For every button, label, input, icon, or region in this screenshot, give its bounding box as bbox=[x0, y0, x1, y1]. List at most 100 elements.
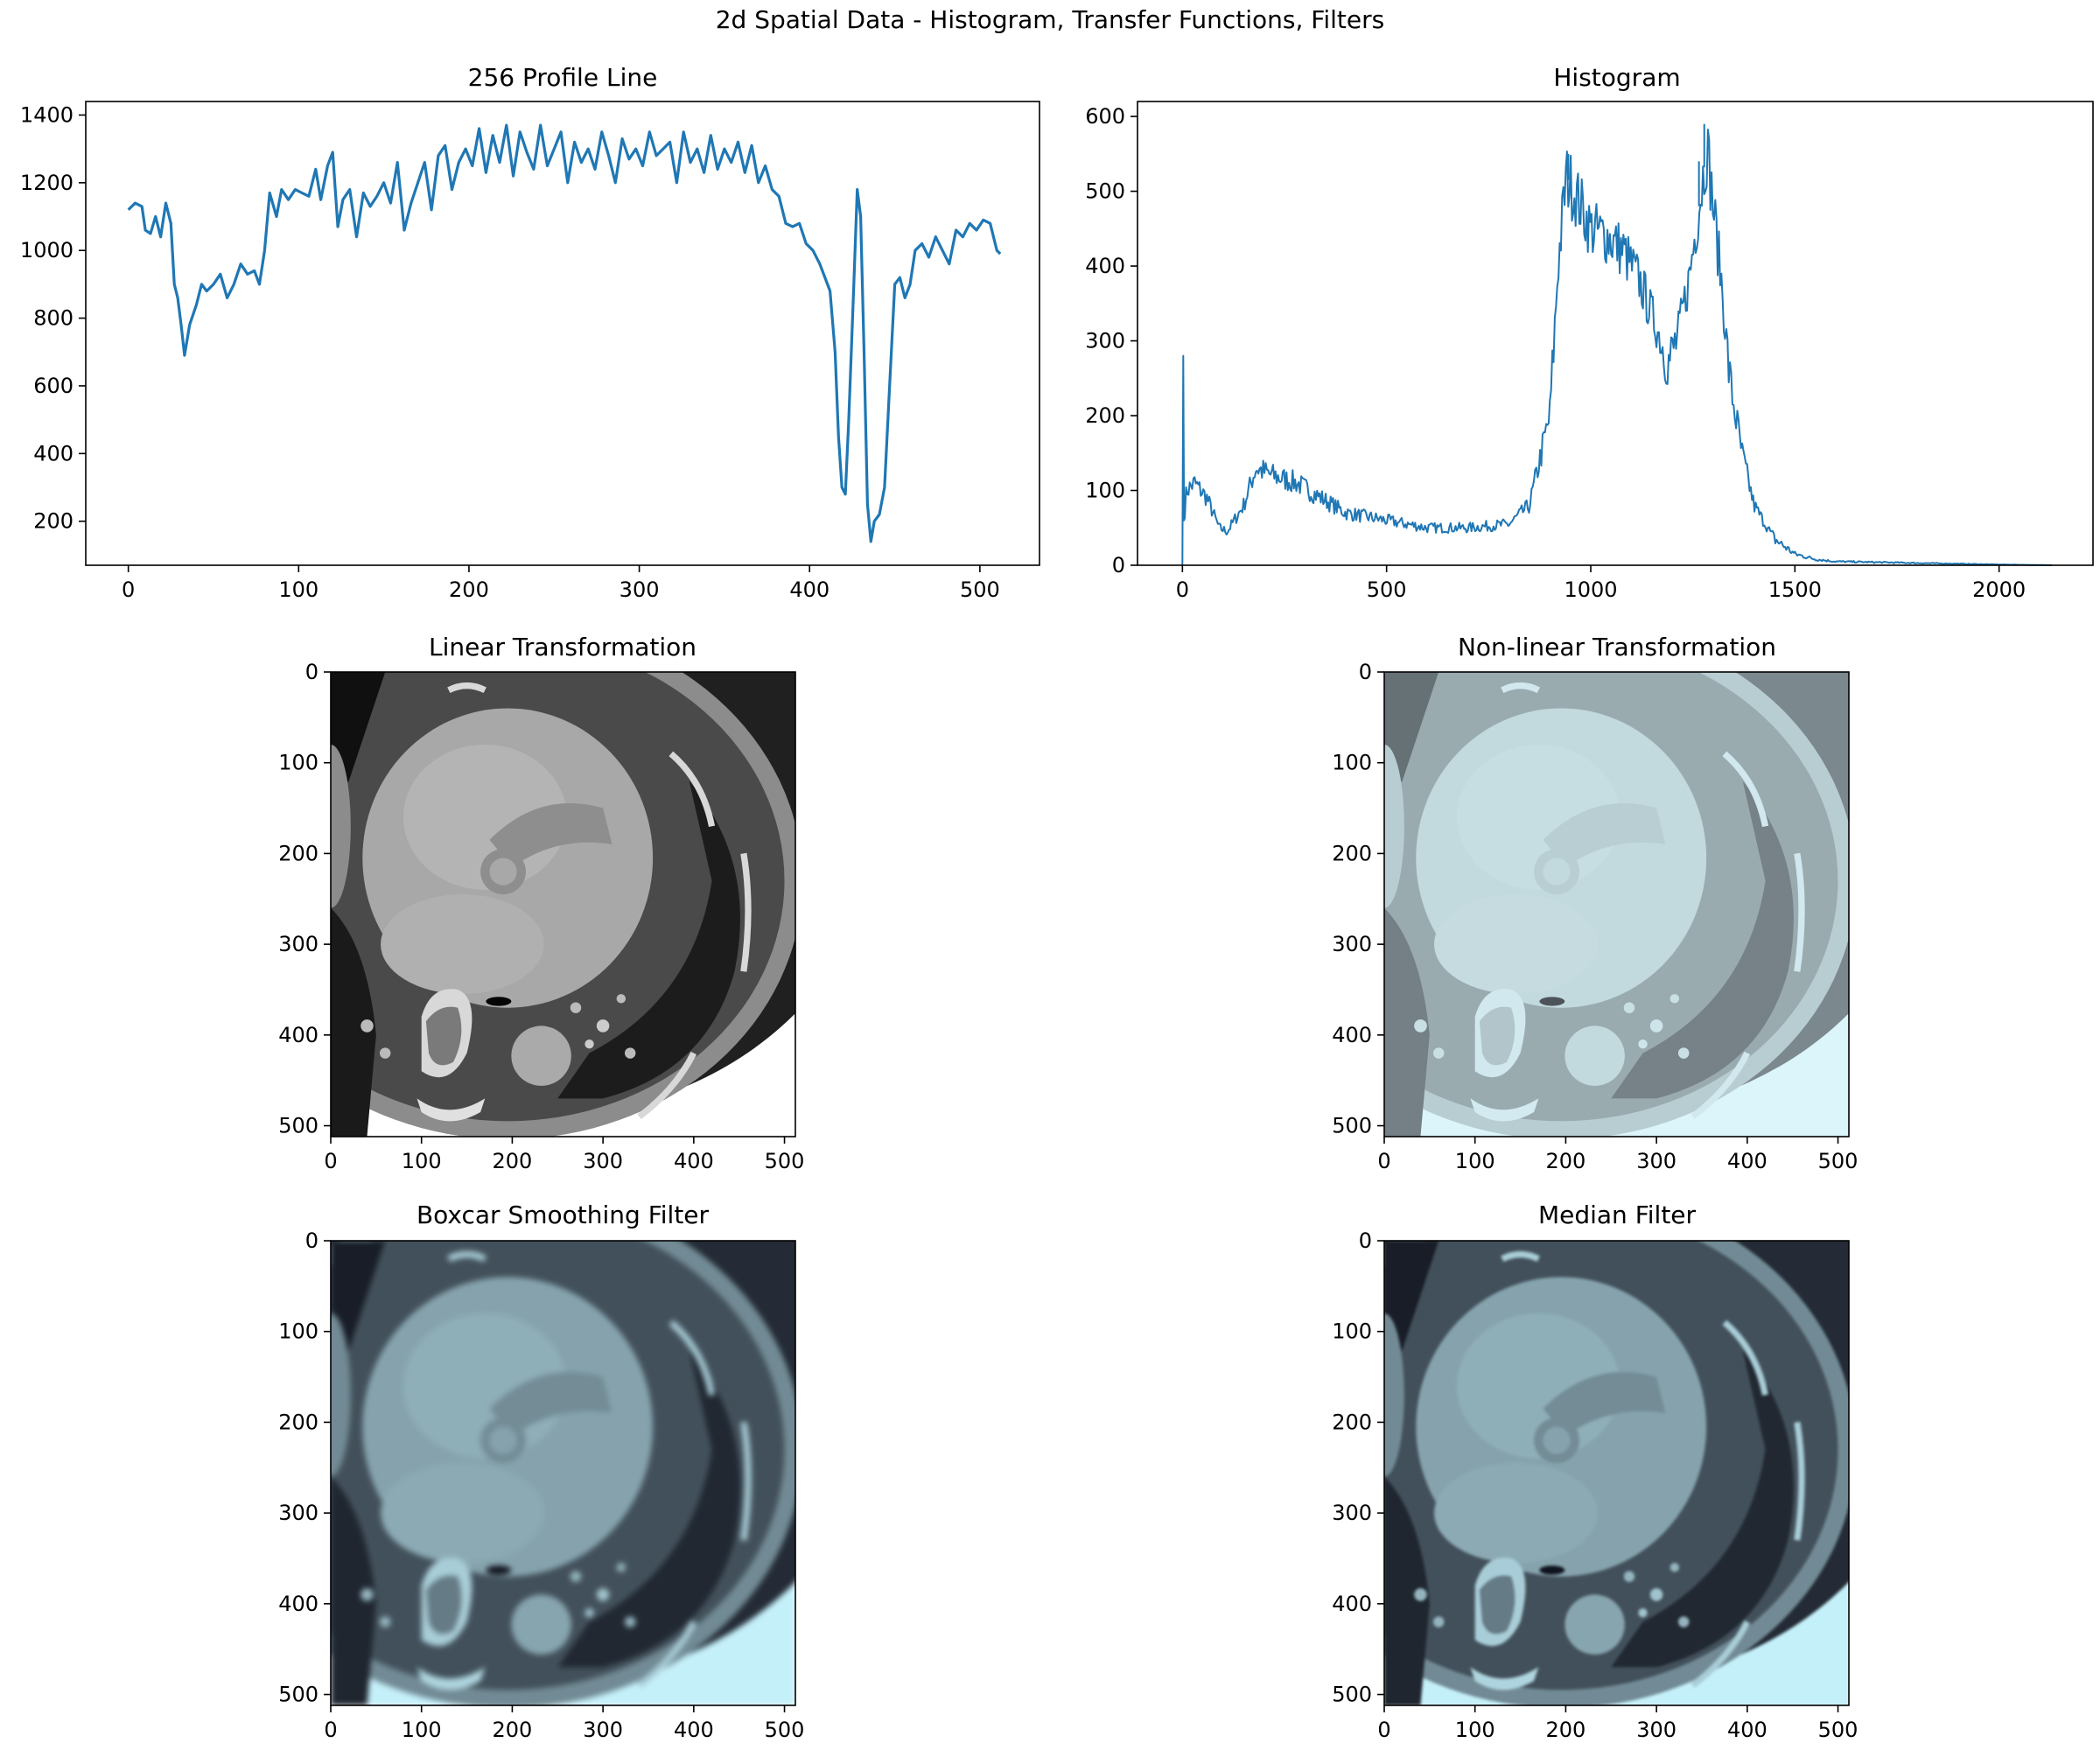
linear-ytick-label: 200 bbox=[278, 841, 318, 865]
histogram-ytick-label: 500 bbox=[1085, 179, 1125, 204]
linear-ytick-label: 100 bbox=[278, 751, 318, 775]
median-frame bbox=[1383, 1240, 1850, 1706]
nonlinear-xtick-label: 100 bbox=[1455, 1149, 1495, 1173]
histogram-ytick-label: 0 bbox=[1112, 553, 1125, 578]
histogram-ytick-label: 200 bbox=[1085, 403, 1125, 428]
linear-ytick-label: 0 bbox=[305, 660, 318, 684]
profile-ytick-label: 200 bbox=[33, 509, 74, 534]
nonlinear-ytick-label: 0 bbox=[1359, 660, 1372, 684]
boxcar-xtick-label: 300 bbox=[583, 1718, 623, 1742]
boxcar-title: Boxcar Smoothing Filter bbox=[416, 1200, 710, 1229]
boxcar-xtick-label: 400 bbox=[674, 1718, 714, 1742]
boxcar-xtick-label: 0 bbox=[324, 1718, 337, 1742]
profile-title: 256 Profile Line bbox=[468, 63, 658, 92]
boxcar-xtick-label: 200 bbox=[493, 1718, 533, 1742]
linear-xtick-label: 100 bbox=[402, 1149, 442, 1173]
boxcar-ytick-label: 300 bbox=[278, 1501, 318, 1525]
histogram-series-line bbox=[1181, 129, 2053, 566]
linear-frame bbox=[330, 671, 796, 1138]
linear-xtick-label: 200 bbox=[493, 1149, 533, 1173]
histogram-xtick-label: 2000 bbox=[1972, 578, 2026, 602]
profile-xtick-label: 0 bbox=[122, 578, 135, 602]
median-panel: Median Filter 0 100 200 300 400 5000100200300… bbox=[1332, 1200, 1858, 1742]
median-xtick-label: 300 bbox=[1636, 1718, 1676, 1742]
histogram-title: Histogram bbox=[1553, 63, 1680, 92]
linear-panel: Linear Transformation 0 100 200 300 400 50001… bbox=[278, 633, 804, 1173]
nonlinear-xtick-label: 200 bbox=[1546, 1149, 1586, 1173]
profile-xtick-label: 400 bbox=[789, 578, 830, 602]
nonlinear-ytick-label: 500 bbox=[1332, 1114, 1372, 1138]
nonlinear-title: Non-linear Transformation bbox=[1458, 633, 1776, 662]
boxcar-ytick-label: 100 bbox=[278, 1320, 318, 1344]
profile-ytick-label: 800 bbox=[33, 306, 74, 331]
linear-xtick-label: 500 bbox=[765, 1149, 805, 1173]
profile-xtick-label: 100 bbox=[278, 578, 318, 602]
median-ytick-label: 100 bbox=[1332, 1320, 1372, 1344]
nonlinear-ytick-label: 200 bbox=[1332, 841, 1372, 865]
histogram-ticks: 0 500 1000 1500 2000 0 100 200 300 400 500 600 bbox=[1085, 104, 2026, 602]
nonlinear-panel: Non-linear Transformation 0 100 200 300 400 5… bbox=[1332, 633, 1858, 1173]
linear-ytick-label: 300 bbox=[278, 932, 318, 956]
linear-xtick-label: 400 bbox=[674, 1149, 714, 1173]
boxcar-ytick-label: 200 bbox=[278, 1410, 318, 1434]
boxcar-xtick-label: 100 bbox=[402, 1718, 442, 1742]
profile-ticks: 0 100 200 300 400 500 200 400 600 800 1000 1200 1400 bbox=[20, 102, 1000, 602]
linear-xtick-label: 0 bbox=[324, 1149, 337, 1173]
histogram-ytick-label: 600 bbox=[1085, 104, 1125, 129]
linear-ytick-label: 500 bbox=[278, 1114, 318, 1138]
median-xtick-label: 500 bbox=[1818, 1718, 1858, 1742]
profile-ytick-label: 1400 bbox=[20, 102, 74, 127]
median-ytick-label: 400 bbox=[1332, 1592, 1372, 1616]
profile-frame bbox=[85, 101, 1040, 566]
boxcar-ytick-label: 500 bbox=[278, 1683, 318, 1707]
median-xtick-label: 400 bbox=[1727, 1718, 1768, 1742]
profile-panel: 256 Profile Line 0 100 200 300 400 500 200 400 6… bbox=[20, 63, 1040, 602]
profile-xtick-label: 200 bbox=[449, 578, 489, 602]
nonlinear-ytick-label: 300 bbox=[1332, 932, 1372, 956]
boxcar-ytick-label: 400 bbox=[278, 1592, 318, 1616]
median-xtick-label: 100 bbox=[1455, 1718, 1495, 1742]
boxcar-xtick-label: 500 bbox=[765, 1718, 805, 1742]
boxcar-ytick-label: 0 bbox=[305, 1228, 318, 1253]
histogram-xtick-label: 1500 bbox=[1768, 578, 1822, 602]
linear-xtick-label: 300 bbox=[583, 1149, 623, 1173]
histogram-xtick-label: 1000 bbox=[1564, 578, 1617, 602]
nonlinear-ytick-label: 400 bbox=[1332, 1023, 1372, 1047]
linear-ytick-label: 400 bbox=[278, 1023, 318, 1047]
figure-title: 2d Spatial Data - Histogram, Transfer Fu… bbox=[716, 5, 1385, 34]
histogram-frame bbox=[1137, 101, 2094, 566]
histogram-ytick-label: 400 bbox=[1085, 254, 1125, 278]
histogram-panel: Histogram 0 500 1000 1500 2000 0 100 200 300 400 5… bbox=[1085, 63, 2094, 602]
nonlinear-ytick-label: 100 bbox=[1332, 751, 1372, 775]
median-ytick-label: 200 bbox=[1332, 1410, 1372, 1434]
nonlinear-xtick-label: 400 bbox=[1727, 1149, 1768, 1173]
profile-ytick-label: 1000 bbox=[20, 238, 74, 262]
median-ytick-label: 0 bbox=[1359, 1228, 1372, 1253]
profile-ytick-label: 400 bbox=[33, 441, 74, 466]
profile-xtick-label: 500 bbox=[960, 578, 1000, 602]
histogram-xtick-label: 0 bbox=[1176, 578, 1189, 602]
boxcar-panel: Boxcar Smoothing Filter 0 100 200 300 400 500… bbox=[278, 1200, 804, 1742]
profile-ytick-label: 1200 bbox=[20, 171, 74, 195]
median-xtick-label: 200 bbox=[1546, 1718, 1586, 1742]
profile-ytick-label: 600 bbox=[33, 374, 74, 398]
median-xtick-label: 0 bbox=[1377, 1718, 1390, 1742]
median-ytick-label: 300 bbox=[1332, 1501, 1372, 1525]
nonlinear-xtick-label: 300 bbox=[1636, 1149, 1676, 1173]
histogram-xtick-label: 500 bbox=[1367, 578, 1407, 602]
nonlinear-xtick-label: 0 bbox=[1377, 1149, 1390, 1173]
nonlinear-xtick-label: 500 bbox=[1818, 1149, 1858, 1173]
median-title: Median Filter bbox=[1538, 1200, 1697, 1229]
median-ytick-label: 500 bbox=[1332, 1683, 1372, 1707]
profile-xtick-label: 300 bbox=[620, 578, 660, 602]
profile-series-line bbox=[127, 123, 1002, 543]
histogram-ytick-label: 300 bbox=[1085, 329, 1125, 354]
histogram-ytick-label: 100 bbox=[1085, 479, 1125, 503]
boxcar-frame bbox=[330, 1240, 796, 1706]
nonlinear-frame bbox=[1383, 671, 1850, 1138]
